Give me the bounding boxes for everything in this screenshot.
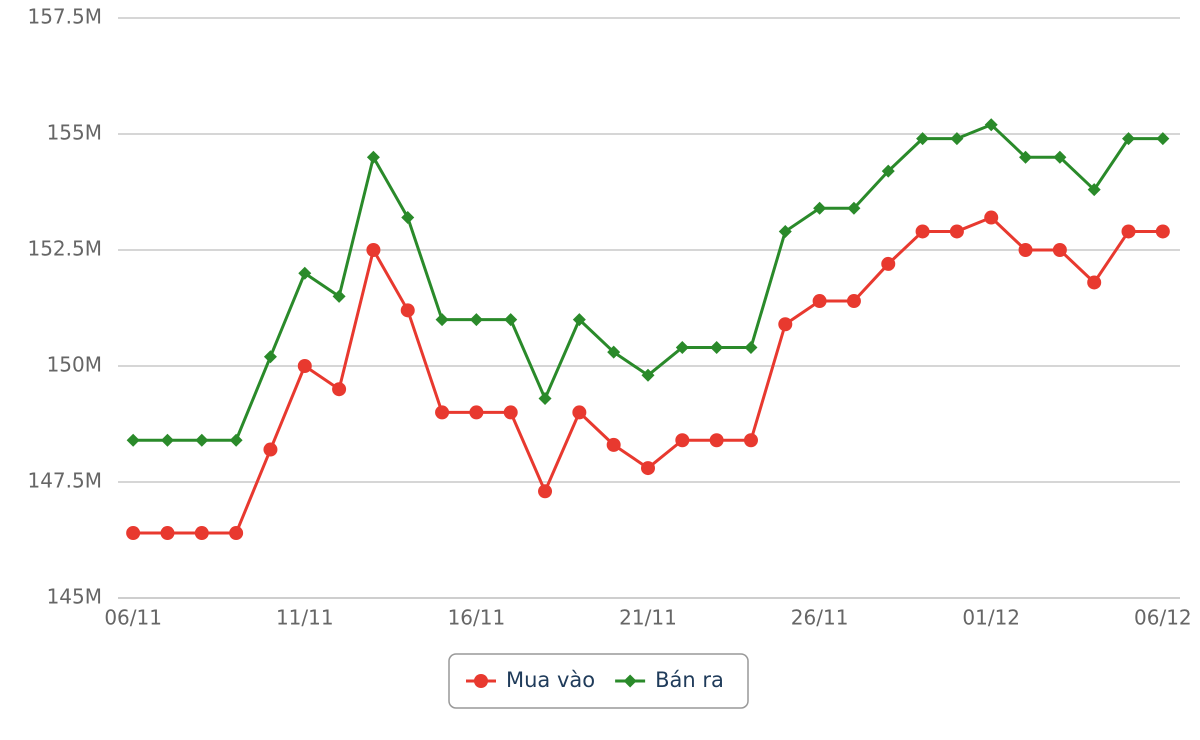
point <box>126 526 141 541</box>
point <box>1156 132 1170 146</box>
y-tick-label: 150M <box>47 353 102 377</box>
point <box>641 368 655 382</box>
point <box>401 211 415 225</box>
point <box>916 132 930 146</box>
point <box>1019 150 1033 164</box>
point <box>572 405 587 420</box>
point <box>538 484 553 499</box>
point <box>984 210 999 225</box>
y-tick-label: 155M <box>47 121 102 145</box>
point <box>229 526 244 541</box>
point <box>1087 183 1101 197</box>
legend-marker <box>623 674 637 688</box>
point <box>572 313 586 327</box>
x-tick-label: 06/12 <box>1134 606 1192 630</box>
point <box>1053 150 1067 164</box>
point <box>743 433 758 448</box>
legend-marker <box>474 674 488 688</box>
point <box>503 405 518 420</box>
point <box>263 350 277 364</box>
point <box>881 164 895 178</box>
point <box>195 433 209 447</box>
y-tick-label: 157.5M <box>27 5 102 29</box>
point <box>915 224 930 239</box>
point <box>846 294 861 309</box>
point <box>366 243 381 257</box>
point <box>950 132 964 146</box>
point <box>298 266 312 280</box>
point <box>400 303 415 318</box>
x-tick-label: 01/12 <box>962 606 1020 630</box>
legend-box <box>448 653 749 709</box>
x-tick-label: 11/11 <box>276 606 334 630</box>
point <box>641 461 655 476</box>
point <box>366 150 380 164</box>
point <box>435 313 449 327</box>
point <box>332 382 347 397</box>
series-line <box>133 123 1163 442</box>
point <box>538 391 552 405</box>
legend-label: Bán ra <box>655 668 724 692</box>
point <box>297 359 312 373</box>
point <box>1087 275 1102 290</box>
x-tick-label: 16/11 <box>448 606 506 630</box>
point <box>778 224 792 238</box>
point <box>778 317 793 332</box>
point <box>606 437 621 452</box>
point <box>469 313 483 327</box>
point <box>126 433 140 447</box>
y-tick-label: 152.5M <box>27 237 102 261</box>
point <box>1122 132 1136 146</box>
point <box>332 289 346 303</box>
point <box>194 526 209 541</box>
point <box>229 433 243 447</box>
legend: Mua vào Bán ra <box>448 653 749 709</box>
x-tick-label: 21/11 <box>619 606 677 630</box>
point <box>435 405 450 420</box>
point <box>1052 243 1067 257</box>
point <box>675 433 690 448</box>
point <box>710 340 724 354</box>
legend-label: Mua vào <box>506 668 595 692</box>
x-tick-label: 06/11 <box>104 606 162 630</box>
point <box>949 224 964 239</box>
point <box>984 118 998 132</box>
point <box>160 526 175 541</box>
x-tick-label: 26/11 <box>791 606 849 630</box>
point <box>881 256 896 271</box>
point <box>1018 243 1033 257</box>
point <box>607 345 621 359</box>
y-tick-label: 145M <box>47 585 102 609</box>
point <box>709 433 724 448</box>
point <box>847 201 861 215</box>
point <box>504 313 518 327</box>
point <box>1155 224 1170 239</box>
point <box>160 433 174 447</box>
point <box>263 442 278 457</box>
point <box>744 340 758 354</box>
point <box>1121 224 1136 239</box>
point <box>469 405 484 420</box>
y-tick-label: 147.5M <box>27 469 102 493</box>
point <box>813 201 827 215</box>
point <box>812 294 827 309</box>
point <box>675 340 689 354</box>
